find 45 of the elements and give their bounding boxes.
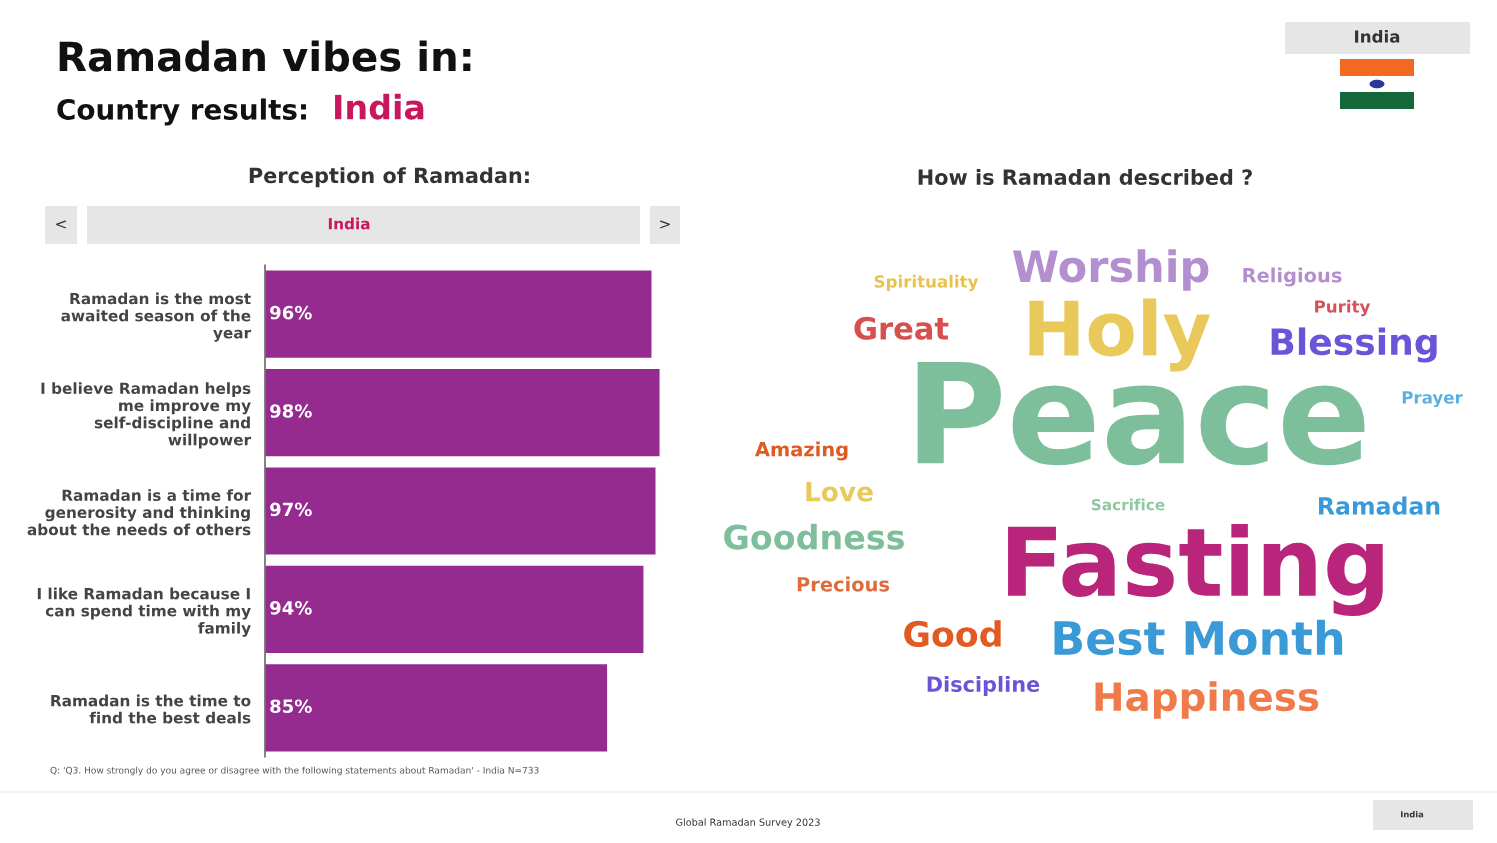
- text: Worship: [1012, 249, 1209, 291]
- text: Country results:: [57, 98, 306, 126]
- text: Ramadan vibes in:: [59, 40, 471, 72]
- text: Sacrifice: [1091, 498, 1165, 511]
- text: India: [1355, 29, 1400, 43]
- text: Religious: [1243, 267, 1342, 287]
- text: How is Ramadan described ?: [918, 168, 1252, 186]
- chart-title: Perception of Ramadan:: [249, 167, 529, 188]
- data-label: 97%: [270, 502, 312, 517]
- data-label: 94%: [270, 600, 312, 615]
- text: Great: [854, 316, 949, 340]
- y-tick-label: Ramadan is the most awaited season of the year: [61, 292, 252, 342]
- text: India: [335, 93, 424, 120]
- text: Love: [806, 482, 873, 502]
- text: Purity: [1315, 299, 1371, 317]
- bar: [265, 662, 609, 753]
- text: Ramadan: [1319, 496, 1440, 515]
- text: >: [660, 220, 670, 229]
- text: Blessing: [1271, 327, 1437, 363]
- text: Amazing: [755, 441, 848, 461]
- data-label: 85%: [270, 699, 312, 714]
- text: Prayer: [1402, 391, 1463, 408]
- data-label: 98%: [270, 404, 312, 418]
- text: India: [328, 217, 370, 230]
- text: Discipline: [927, 675, 1040, 697]
- text: <: [56, 220, 66, 229]
- text: Spirituality: [874, 274, 979, 292]
- bar: [265, 367, 661, 458]
- text: Fasting: [1008, 523, 1383, 617]
- text: Global Ramadan Survey 2023: [676, 818, 820, 828]
- y-tick-label: I believe Ramadan helps me improve my self-discipline and willpower: [41, 382, 252, 449]
- text: Happiness: [1095, 681, 1319, 719]
- y-tick-label: Ramadan is the time to find the best deals: [51, 694, 251, 724]
- text: Best Month: [1054, 619, 1343, 656]
- bar: [265, 564, 645, 655]
- text: Precious: [797, 576, 890, 592]
- text: Q: 'Q3. How strongly do you agree or disagree with the following statements about Ramadan' - India N=733: [50, 766, 539, 776]
- text: India: [1401, 810, 1424, 818]
- text: Good: [904, 620, 1001, 648]
- text: Goodness: [724, 523, 904, 550]
- y-tick-label: Ramadan is a time for generosity and thinking about the needs of others: [27, 489, 252, 536]
- y-tick-label: I like Ramadan because I can spend time with my family: [37, 587, 251, 637]
- data-label: 96%: [270, 305, 312, 320]
- bar: [265, 269, 653, 360]
- bar: [265, 466, 657, 556]
